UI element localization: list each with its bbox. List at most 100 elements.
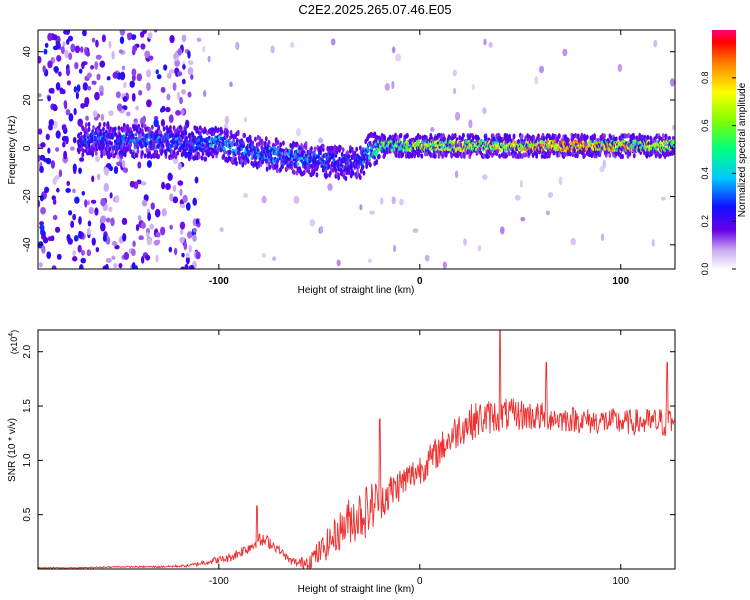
spectrogram-cell xyxy=(47,95,51,102)
spectrogram-cell xyxy=(55,82,61,91)
spectrogram-cell xyxy=(169,193,174,202)
spectrogram-cell xyxy=(412,228,419,233)
spectrogram-cell xyxy=(74,45,81,54)
snr-panel: -100 0 100 0.5 1.0 1.5 2.0 Height of straight … xyxy=(7,329,676,595)
spectrogram-cell xyxy=(112,153,116,159)
spectrogram-cell xyxy=(119,71,126,81)
spectrogram-cell xyxy=(304,141,308,147)
spectrogram-cell xyxy=(66,80,72,86)
spectrogram-cell xyxy=(453,87,457,95)
spectrogram-cell xyxy=(41,230,46,236)
spectrogram-cell xyxy=(54,226,61,233)
spectrogram-cell xyxy=(44,186,50,194)
spectrogram-cell xyxy=(68,210,73,216)
spectrogram-cell xyxy=(122,232,127,242)
spectrogram-cell xyxy=(220,129,224,135)
spectrogram-cell xyxy=(243,116,248,123)
spectrogram-cell xyxy=(114,166,118,172)
spectrogram-cell xyxy=(183,241,188,251)
spectrogram-cell xyxy=(545,210,550,216)
spectrogram-cell xyxy=(110,217,115,227)
spectrogram-cell xyxy=(122,139,125,144)
spectrogram-cell xyxy=(122,96,128,103)
spectrogram-cell xyxy=(100,198,106,207)
spectrogram-cell xyxy=(399,132,403,139)
spectrogram-cell xyxy=(143,153,147,159)
snr-y-tick-label: 2.0 xyxy=(22,344,33,358)
spectrogram-cell xyxy=(568,151,572,157)
spectrogram-cell xyxy=(187,50,191,59)
spectrogram-cell xyxy=(532,135,536,141)
spectrogram-cell xyxy=(54,175,61,180)
spectrogram-cell xyxy=(179,188,183,197)
spectrogram-cell xyxy=(139,133,142,139)
spectrogram-cell xyxy=(265,166,269,172)
spectrogram-cell xyxy=(468,119,473,129)
spectrogram-cell xyxy=(583,133,586,139)
spectrogram-cell xyxy=(635,135,639,141)
spectrogram-cell xyxy=(242,144,245,149)
spectrogram-cell xyxy=(617,63,623,73)
snr-x-tick-label: 0 xyxy=(417,576,423,587)
spectrogram-cell xyxy=(112,71,118,79)
spectrogram-cell xyxy=(172,184,177,192)
figure-title: C2E2.2025.265.07.46.E05 xyxy=(298,2,451,17)
snr-frame xyxy=(37,329,676,570)
spectrogram-cell xyxy=(111,240,118,247)
spectrogram-cell xyxy=(452,69,457,77)
spectrogram-cell xyxy=(454,170,459,179)
spectrogram-cell xyxy=(154,208,161,218)
spectrogram-cell xyxy=(500,148,503,152)
spectrogram-cell xyxy=(373,149,377,154)
spectrogram-cell xyxy=(225,129,229,135)
spectrogram-cell xyxy=(140,221,146,229)
spectrogram-cell xyxy=(87,121,91,127)
colorbar-tick-label: 0.4 xyxy=(700,167,710,180)
spectrogram-cell xyxy=(86,85,92,91)
spectrogram-cell xyxy=(105,141,109,146)
spectrogram-cell xyxy=(392,46,396,54)
spectrogram-cell xyxy=(77,244,82,253)
spectrogram-cell xyxy=(65,30,71,36)
spectrogram-cell xyxy=(105,257,112,263)
spectrogram-cell xyxy=(55,130,61,139)
spectrogram-cell xyxy=(121,160,126,169)
spectrogram-y-tick-label: 0 xyxy=(22,145,33,151)
spectrogram-cell xyxy=(73,234,79,242)
spectrogram-cell xyxy=(136,73,143,82)
spectrogram-cell xyxy=(140,181,147,186)
spectrogram-cell xyxy=(103,182,110,192)
spectrogram-cell xyxy=(172,196,179,204)
spectrogram-cell xyxy=(79,121,83,128)
spectrogram-cell xyxy=(358,174,362,181)
spectrogram-cell xyxy=(520,133,524,139)
spectrogram-cell xyxy=(184,125,188,131)
spectrogram-cell xyxy=(39,221,44,226)
spectrogram-cell xyxy=(148,150,152,156)
spectrogram-cell xyxy=(161,208,167,217)
spectrogram-cell xyxy=(598,151,602,158)
spectrogram-cell xyxy=(121,65,126,71)
snr-y-tick-label: 0.5 xyxy=(22,507,33,521)
spectrogram-cell xyxy=(155,254,159,263)
spectrogram-cell xyxy=(132,133,135,138)
spectrogram-cell xyxy=(180,109,185,115)
spectrogram-cell xyxy=(185,252,190,258)
spectrogram-cell xyxy=(281,163,284,170)
spectrogram-cell xyxy=(255,155,258,160)
spectrogram-cell xyxy=(60,46,65,55)
snr-x-label: Height of straight line (km) xyxy=(298,584,415,595)
spectrogram-cell xyxy=(140,150,144,156)
spectrogram-cell xyxy=(168,114,174,124)
spectrogram-cell xyxy=(105,237,111,245)
spectrogram-cell xyxy=(377,153,381,159)
spectrogram-cell xyxy=(483,38,487,46)
spectrogram-cell xyxy=(108,40,112,49)
spectrogram-cell xyxy=(405,132,409,138)
spectrogram-cell xyxy=(82,148,86,154)
spectrogram-cell xyxy=(129,142,133,148)
spectrogram-cell xyxy=(172,150,176,156)
spectrogram-cell xyxy=(106,124,110,130)
spectrogram-cell xyxy=(91,175,95,183)
spectrogram-cell xyxy=(179,221,186,230)
